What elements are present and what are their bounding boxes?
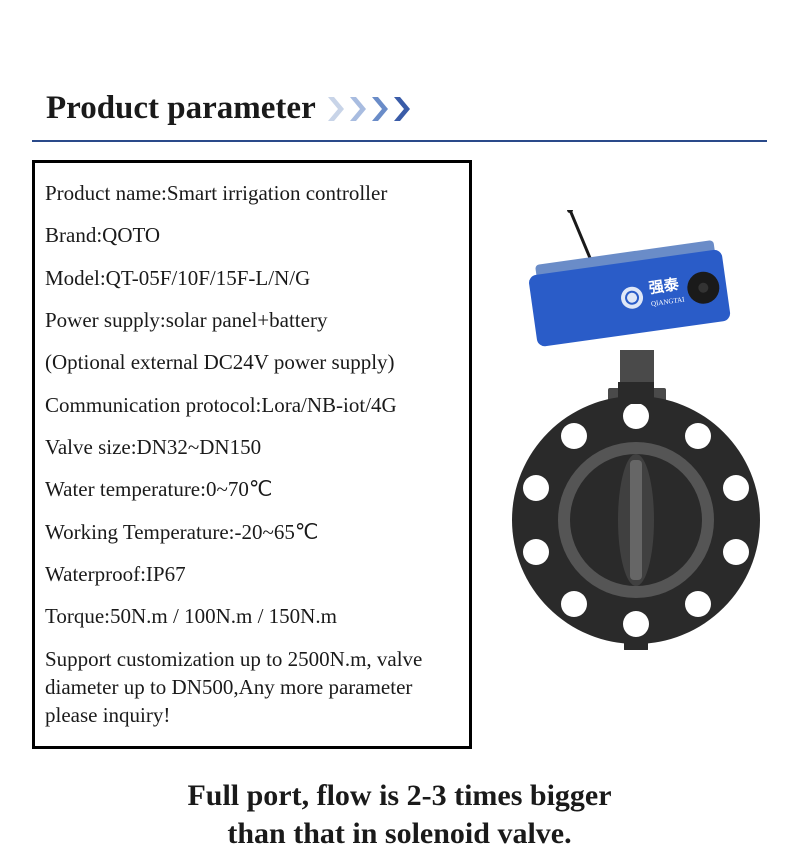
parameter-box: Product name:Smart irrigation controller… <box>32 160 472 749</box>
param-line: Power supply:solar panel+battery <box>45 306 459 334</box>
footer-line1: Full port, flow is 2-3 times bigger <box>187 779 611 812</box>
param-line: Support customization up to 2500N.m, val… <box>45 645 459 730</box>
chevron-icon <box>372 97 390 121</box>
footer-line2: than that in solenoid valve. <box>227 817 571 850</box>
heading-underline <box>32 140 767 142</box>
chevron-icon <box>350 97 368 121</box>
product-illustration: 强泰 QIANGTAI <box>480 210 780 650</box>
chevron-icon <box>394 97 412 121</box>
param-line: Model:QT-05F/10F/15F-L/N/G <box>45 264 459 292</box>
param-line: Torque:50N.m / 100N.m / 150N.m <box>45 602 459 630</box>
param-line: Water temperature:0~70℃ <box>45 475 459 503</box>
heading-title: Product parameter <box>46 90 316 127</box>
chevron-icon <box>328 97 346 121</box>
heading-row: Product parameter <box>46 90 412 127</box>
param-line: (Optional external DC24V power supply) <box>45 348 459 376</box>
param-line: Valve size:DN32~DN150 <box>45 433 459 461</box>
param-line: Brand:QOTO <box>45 221 459 249</box>
chevrons-icon <box>328 97 412 121</box>
param-line: Working Temperature:-20~65℃ <box>45 518 459 546</box>
param-line: Waterproof:IP67 <box>45 560 459 588</box>
param-line: Product name:Smart irrigation controller <box>45 179 459 207</box>
param-line: Communication protocol:Lora/NB-iot/4G <box>45 391 459 419</box>
footer-text: Full port, flow is 2-3 times bigger than… <box>0 777 799 852</box>
